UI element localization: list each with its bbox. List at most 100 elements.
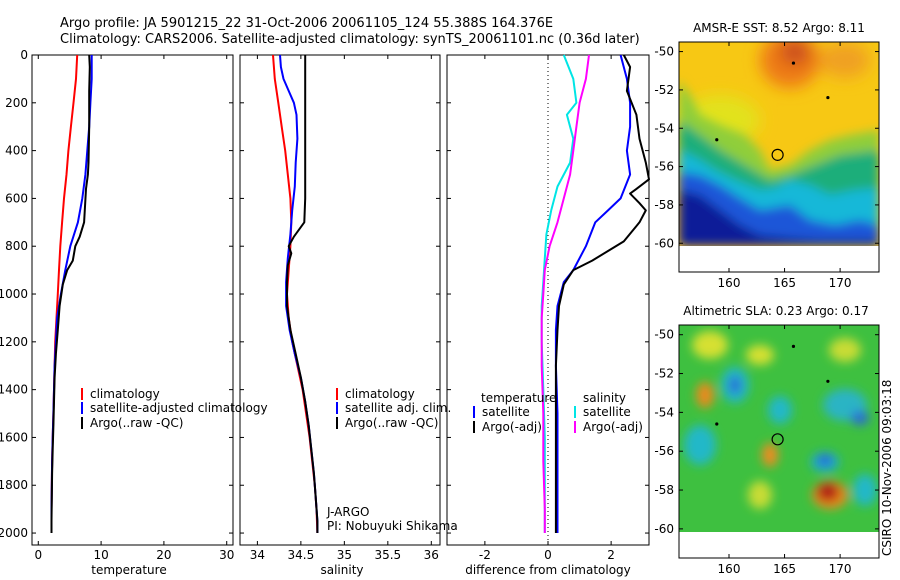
temperature-xtick-label: 0 bbox=[34, 548, 42, 562]
sla-cyan-blob bbox=[684, 425, 716, 465]
sst-map-ytick-label: -52 bbox=[654, 83, 674, 97]
sla-cyan-blob bbox=[853, 474, 877, 506]
sst-map-ytick-label: -60 bbox=[654, 236, 674, 250]
sla-map-xtick-label: 160 bbox=[718, 562, 741, 576]
salinity-legend-label: climatology bbox=[345, 387, 415, 401]
sst-navy-region bbox=[679, 190, 879, 246]
sla-map-xtick-label: 165 bbox=[773, 562, 796, 576]
temperature-xlabel: temperature bbox=[91, 563, 166, 577]
temperature-series-line bbox=[50, 54, 91, 533]
salinity-legend-label: satellite adj. clim. bbox=[345, 401, 451, 415]
temperature-legend-label: climatology bbox=[90, 387, 160, 401]
temperature-legend-label: Argo(..raw -QC) bbox=[90, 416, 183, 430]
temperature-ytick-label: 800 bbox=[5, 239, 28, 253]
sla-blue-blob bbox=[818, 455, 832, 465]
sla-map-ytick-label: -54 bbox=[654, 405, 674, 419]
difference-series-line bbox=[554, 54, 632, 533]
figure-title-line1: Argo profile: JA 5901215_22 31-Oct-2006 … bbox=[60, 16, 553, 31]
sla-blue-blob bbox=[729, 376, 741, 394]
difference-legend-header: temperature bbox=[481, 391, 556, 405]
sst-field bbox=[679, 42, 879, 246]
sla-map-ytick-label: -60 bbox=[654, 522, 674, 536]
sst-orange-blob bbox=[820, 42, 870, 78]
salinity-xtick-label: 34.5 bbox=[288, 548, 315, 562]
temperature-ytick-label: 1600 bbox=[0, 430, 28, 444]
credit-label: CSIRO 10-Nov-2006 09:03:18 bbox=[880, 380, 894, 556]
jargo-label: J-ARGO bbox=[326, 505, 369, 519]
difference-panel: difference from climatology -2 0 2 temperat… bbox=[446, 54, 650, 577]
difference-series-line bbox=[540, 54, 578, 533]
difference-legend-header: salinity bbox=[583, 391, 626, 405]
sst-red-blob bbox=[781, 42, 809, 64]
temperature-xtick-label: 20 bbox=[156, 548, 171, 562]
sst-map: AMSR-E SST: 8.52 Argo: 8.11 -50 -52 -54 -56… bbox=[654, 21, 880, 290]
sst-map-ytick-label: -56 bbox=[654, 160, 674, 174]
sla-orange-blob bbox=[696, 382, 714, 408]
sla-yellow-blob bbox=[748, 481, 772, 509]
temperature-ytick-label: 1200 bbox=[0, 335, 28, 349]
sla-map-island-marker bbox=[826, 379, 830, 383]
sla-map-xtick-label: 170 bbox=[829, 562, 852, 576]
sst-map-ytick-label: -50 bbox=[654, 45, 674, 59]
sla-map-title: Altimetric SLA: 0.23 Argo: 0.17 bbox=[683, 304, 868, 318]
temperature-ytick-label: 1800 bbox=[0, 478, 28, 492]
salinity-legend-label: Argo(..raw -QC) bbox=[345, 416, 438, 430]
sla-map-frame bbox=[678, 324, 880, 559]
temperature-series-line bbox=[50, 54, 79, 533]
pi-label: PI: Nobuyuki Shikama bbox=[327, 519, 458, 533]
temperature-ytick-label: 400 bbox=[5, 144, 28, 158]
sst-cool-blobs bbox=[679, 80, 879, 246]
salinity-xlabel: salinity bbox=[320, 563, 363, 577]
salinity-series-line bbox=[272, 54, 319, 534]
difference-xlabel: difference from climatology bbox=[465, 563, 631, 577]
sst-map-xtick-label: 160 bbox=[718, 276, 741, 290]
sla-map-island-marker bbox=[715, 422, 719, 426]
salinity-axes-frame bbox=[239, 54, 441, 546]
sst-map-island-marker bbox=[715, 138, 719, 142]
sla-yellow-blob bbox=[746, 345, 774, 365]
salinity-xtick-label: 35.5 bbox=[374, 548, 401, 562]
sla-map-ytick-label: -52 bbox=[654, 367, 674, 381]
salinity-xtick-label: 35 bbox=[337, 548, 352, 562]
difference-series-line bbox=[540, 54, 590, 533]
sla-map-island-marker bbox=[791, 344, 796, 348]
sla-field bbox=[679, 325, 879, 532]
sla-map-profile-marker bbox=[771, 433, 784, 446]
salinity-xtick-label: 34 bbox=[250, 548, 265, 562]
sla-map: Altimetric SLA: 0.23 Argo: 0.17 bbox=[654, 304, 880, 576]
sla-blue-blob bbox=[851, 411, 869, 425]
sst-map-frame bbox=[678, 41, 880, 273]
difference-legend-label: Argo(-adj) bbox=[482, 420, 542, 434]
sst-map-title: AMSR-E SST: 8.52 Argo: 8.11 bbox=[693, 21, 865, 35]
sst-map-island-marker bbox=[826, 95, 830, 100]
sst-map-island-marker bbox=[791, 61, 796, 65]
temperature-ytick-label: 1400 bbox=[0, 383, 28, 397]
temperature-ytick-label: 200 bbox=[5, 96, 28, 110]
difference-xtick-label: -2 bbox=[479, 548, 491, 562]
difference-series-line bbox=[554, 54, 650, 533]
temperature-ytick-label: 0 bbox=[20, 48, 28, 62]
sla-map-ytick-label: -56 bbox=[654, 444, 674, 458]
temperature-legend-label: satellite-adjusted climatology bbox=[90, 401, 268, 415]
difference-legend-label: satellite bbox=[482, 405, 530, 419]
sst-map-profile-marker bbox=[771, 148, 784, 161]
sst-map-xtick-label: 170 bbox=[829, 276, 852, 290]
figure-title-line2: Climatology: CARS2006. Satellite-adjuste… bbox=[60, 32, 640, 47]
difference-legend-label: Argo(-adj) bbox=[583, 420, 643, 434]
sla-map-ytick-label: -58 bbox=[654, 483, 674, 497]
sla-orange-blob bbox=[762, 443, 778, 467]
temperature-xtick-label: 10 bbox=[93, 548, 108, 562]
salinity-panel: salinity J-ARGO PI: Nobuyuki Shikama 34 3… bbox=[239, 54, 458, 577]
temperature-ytick-label: 2000 bbox=[0, 526, 28, 540]
temperature-ytick-label: 600 bbox=[5, 191, 28, 205]
difference-legend-label: satellite bbox=[583, 405, 631, 419]
sst-map-ytick-label: -58 bbox=[654, 198, 674, 212]
salinity-xtick-label: 36 bbox=[424, 548, 439, 562]
sla-red-blob bbox=[817, 483, 839, 501]
sst-map-xtick-label: 165 bbox=[773, 276, 796, 290]
temperature-axes-frame bbox=[31, 54, 234, 546]
sst-map-ytick-label: -54 bbox=[654, 121, 674, 135]
temperature-panel: temperature 0200400600800100012001400160… bbox=[0, 48, 268, 577]
sla-yellow-blob bbox=[692, 331, 728, 359]
